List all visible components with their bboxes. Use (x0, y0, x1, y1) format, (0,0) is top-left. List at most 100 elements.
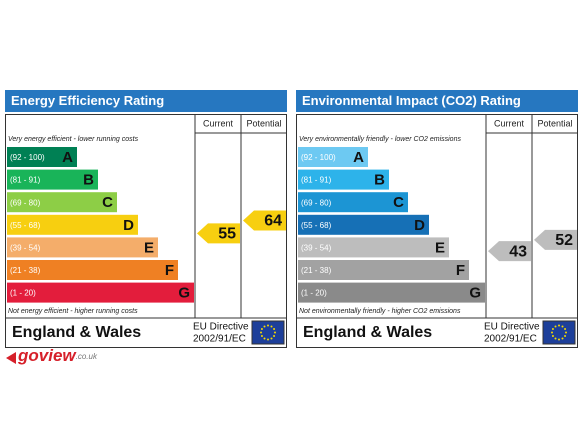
band-letter: F (165, 262, 174, 279)
logo: goview.co.uk (17, 346, 98, 365)
rating-arrow (197, 223, 240, 244)
band-letter: A (62, 149, 73, 166)
bottom-note: Not energy efficient - higher running co… (8, 308, 138, 315)
flag-star (274, 331, 276, 334)
band-letter: D (414, 217, 425, 234)
band-range: (1 - 20) (301, 289, 327, 298)
rating-band (298, 260, 469, 280)
band-letter: D (123, 217, 134, 234)
rating-arrow (488, 241, 531, 262)
rating-band (298, 169, 389, 190)
band-range: (81 - 91) (10, 176, 41, 185)
directive: EU Directive (484, 322, 540, 333)
flag-star (260, 335, 263, 337)
panel-body (5, 114, 287, 348)
region: England & Wales (12, 324, 141, 341)
band-range: (69 - 80) (10, 198, 41, 207)
band-range: (21 - 38) (301, 266, 332, 275)
flag-star (263, 325, 266, 328)
band-range: (55 - 68) (301, 221, 332, 230)
flag-star (565, 331, 567, 334)
eu-flag (251, 320, 285, 345)
flag-star (554, 337, 557, 340)
band-letter: B (374, 172, 385, 189)
rating-band (7, 192, 117, 213)
band-letter: G (178, 285, 190, 302)
logo-suffix: .co.uk (76, 352, 98, 361)
rating-arrow (243, 210, 286, 231)
band-letter: F (456, 262, 465, 279)
band-range: (39 - 54) (10, 244, 41, 253)
rating-band (7, 237, 158, 258)
rating-value: 64 (264, 213, 282, 230)
rating-value: 52 (555, 232, 573, 249)
band-range: (55 - 68) (10, 221, 41, 230)
flag-star (263, 337, 266, 340)
flag-star (551, 328, 554, 330)
band-range: (69 - 80) (301, 198, 332, 207)
directive: 2002/91/EC (484, 334, 537, 345)
rating-band (298, 147, 368, 167)
flag-star (270, 337, 273, 340)
flag-star (554, 325, 557, 328)
band-range: (21 - 38) (10, 266, 41, 275)
rating-band (298, 282, 485, 303)
rating-band (7, 260, 178, 280)
band-range: (81 - 91) (301, 176, 332, 185)
band-range: (92 - 100) (301, 153, 336, 162)
band-letter: C (393, 194, 404, 211)
top-note: Very energy efficient - lower running co… (8, 136, 139, 143)
panel-title: Energy Efficiency Rating (11, 93, 164, 108)
flag-star (260, 331, 262, 334)
directive: EU Directive (193, 322, 249, 333)
panel-title: Environmental Impact (CO2) Rating (302, 93, 521, 108)
band-letter: E (435, 239, 445, 256)
band-letter: E (144, 239, 154, 256)
rating-arrow (534, 229, 577, 250)
panel-body (296, 114, 578, 348)
directive: 2002/91/EC (193, 334, 246, 345)
band-letter: G (469, 285, 481, 302)
flag-star (267, 324, 269, 327)
logo-icon (6, 352, 16, 364)
rating-value: 43 (509, 243, 527, 260)
flag-star (273, 328, 276, 330)
band-range: (92 - 100) (10, 153, 45, 162)
flag-star (564, 328, 567, 330)
eu-flag (542, 320, 576, 345)
band-letter: A (353, 149, 364, 166)
rating-band (298, 237, 449, 258)
flag-star (267, 338, 269, 341)
column-header: Current (494, 118, 525, 128)
flag-star (551, 331, 553, 334)
flag-star (551, 335, 554, 337)
column-header: Current (203, 118, 234, 128)
band-letter: C (102, 194, 113, 211)
band-range: (1 - 20) (10, 289, 36, 298)
column-header: Potential (246, 118, 281, 128)
flag-star (561, 325, 564, 328)
flag-star (558, 324, 560, 327)
panel-header (296, 90, 578, 112)
rating-value: 55 (218, 226, 236, 243)
rating-band (298, 192, 408, 213)
band-range: (39 - 54) (301, 244, 332, 253)
rating-band (7, 214, 138, 235)
rating-band (7, 147, 77, 167)
flag-star (273, 335, 276, 337)
flag-star (260, 328, 263, 330)
flag-star (270, 325, 273, 328)
flag-star (564, 335, 567, 337)
logo-name: goview (17, 346, 77, 365)
rating-band (298, 214, 429, 235)
flag-star (558, 338, 560, 341)
flag-star (561, 337, 564, 340)
column-header: Potential (537, 118, 572, 128)
top-note: Very environmentally friendly - lower CO… (299, 136, 461, 143)
band-letter: B (83, 172, 94, 189)
rating-band (7, 282, 194, 303)
bottom-note: Not environmentally friendly - higher CO… (299, 308, 461, 315)
rating-band (7, 169, 98, 190)
